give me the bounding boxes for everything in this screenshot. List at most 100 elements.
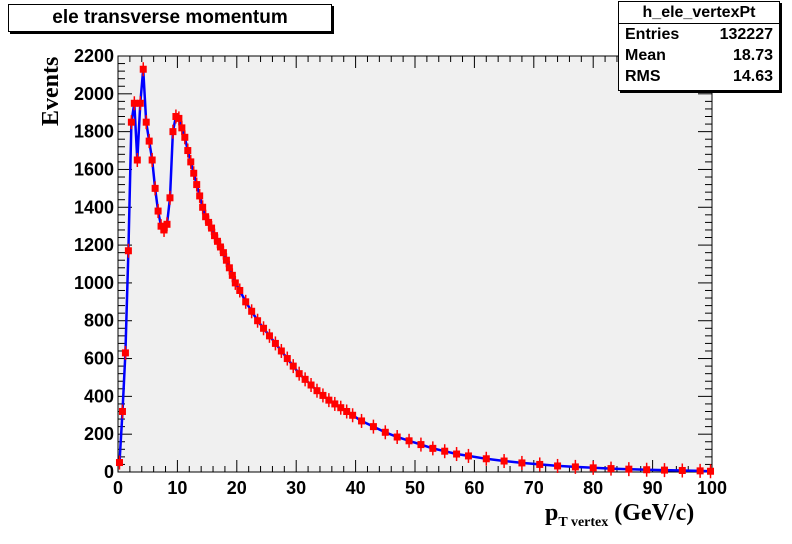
data-point — [175, 114, 183, 122]
data-point — [157, 222, 165, 230]
data-point — [211, 232, 219, 240]
y-tick-label: 600 — [84, 349, 114, 369]
data-point — [417, 441, 425, 449]
stats-box: h_ele_vertexPt Entries 132227 Mean 18.73… — [618, 1, 780, 91]
stats-value: 14.63 — [732, 68, 773, 85]
data-point — [625, 465, 633, 473]
data-point — [337, 404, 345, 412]
y-tick-label: 2000 — [74, 84, 114, 104]
x-tick-label: 30 — [286, 478, 306, 498]
y-tick-label: 200 — [84, 424, 114, 444]
histogram-name: h_ele_vertexPt — [619, 2, 779, 24]
x-tick-label: 40 — [346, 478, 366, 498]
data-point — [199, 203, 207, 211]
data-point — [184, 147, 192, 155]
data-point — [358, 417, 366, 425]
x-tick-label: 50 — [405, 478, 425, 498]
y-tick-label: 1600 — [74, 159, 114, 179]
data-point — [181, 133, 189, 141]
data-point — [271, 339, 279, 347]
y-axis-label: Events — [38, 56, 64, 126]
x-tick-label: 60 — [464, 478, 484, 498]
data-point — [571, 463, 579, 471]
data-point — [707, 467, 715, 475]
data-point — [696, 467, 704, 475]
data-point — [277, 347, 285, 355]
data-point — [154, 207, 162, 215]
data-point — [554, 462, 562, 470]
x-tick-label: 10 — [167, 478, 187, 498]
data-point — [219, 249, 227, 257]
data-point — [660, 466, 668, 474]
data-point — [133, 156, 141, 164]
y-tick-label: 0 — [104, 462, 114, 482]
data-point — [151, 184, 159, 192]
y-tick-label: 1200 — [74, 235, 114, 255]
data-point — [482, 455, 490, 463]
data-point — [142, 118, 150, 126]
y-tick-label: 1000 — [74, 273, 114, 293]
data-point — [325, 396, 333, 404]
data-point — [589, 464, 597, 472]
data-point — [500, 457, 508, 465]
y-tick-label: 1400 — [74, 197, 114, 217]
data-point — [607, 465, 615, 473]
stats-label: RMS — [625, 68, 661, 85]
data-point — [121, 349, 129, 357]
data-point — [301, 375, 309, 383]
data-series — [115, 62, 715, 479]
data-point — [381, 428, 389, 436]
data-point — [453, 450, 461, 458]
chart-title: ele transverse momentum — [8, 4, 332, 32]
data-point — [124, 247, 132, 255]
data-point — [160, 226, 168, 234]
data-point — [139, 65, 147, 73]
data-point — [193, 181, 201, 189]
y-tick-label: 1800 — [74, 122, 114, 142]
data-point — [228, 271, 236, 279]
data-point — [222, 256, 230, 264]
data-point — [130, 99, 138, 107]
x-axis-label-subscript: T vertex — [558, 515, 609, 530]
stats-value: 18.73 — [732, 47, 773, 64]
data-point — [213, 237, 221, 245]
data-point — [115, 459, 123, 467]
axis-tick-labels: 0 10 20 30 40 50 60 70 80 90 100020040060080010001… — [74, 46, 727, 498]
data-point — [464, 452, 472, 460]
data-point — [242, 298, 250, 306]
x-tick-label: 80 — [583, 478, 603, 498]
data-point — [307, 381, 315, 389]
data-point — [148, 156, 156, 164]
data-point — [319, 391, 327, 399]
stats-row-mean: Mean 18.73 — [619, 45, 779, 66]
data-point — [429, 444, 437, 452]
x-tick-label: 0 — [113, 478, 123, 498]
data-point — [295, 370, 303, 378]
data-point — [145, 137, 153, 145]
stats-row-rms: RMS 14.63 — [619, 66, 779, 87]
data-point — [236, 286, 244, 294]
data-point — [405, 437, 413, 445]
stats-value: 132227 — [719, 26, 773, 43]
stats-row-entries: Entries 132227 — [619, 24, 779, 45]
x-tick-label: 100 — [697, 478, 727, 498]
data-point — [163, 220, 171, 228]
data-point — [205, 218, 213, 226]
x-tick-label: 70 — [524, 478, 544, 498]
data-point — [369, 423, 377, 431]
data-point — [225, 264, 233, 272]
data-point — [313, 387, 321, 395]
y-tick-label: 2200 — [74, 46, 114, 66]
data-point — [118, 407, 126, 415]
data-point — [283, 355, 291, 363]
data-point — [248, 307, 256, 315]
data-point — [208, 224, 216, 232]
data-point — [187, 158, 195, 166]
data-point — [196, 192, 204, 200]
data-point — [441, 447, 449, 455]
y-tick-label: 400 — [84, 386, 114, 406]
plot-frame — [117, 55, 713, 473]
data-point — [202, 213, 210, 221]
data-point — [393, 433, 401, 441]
